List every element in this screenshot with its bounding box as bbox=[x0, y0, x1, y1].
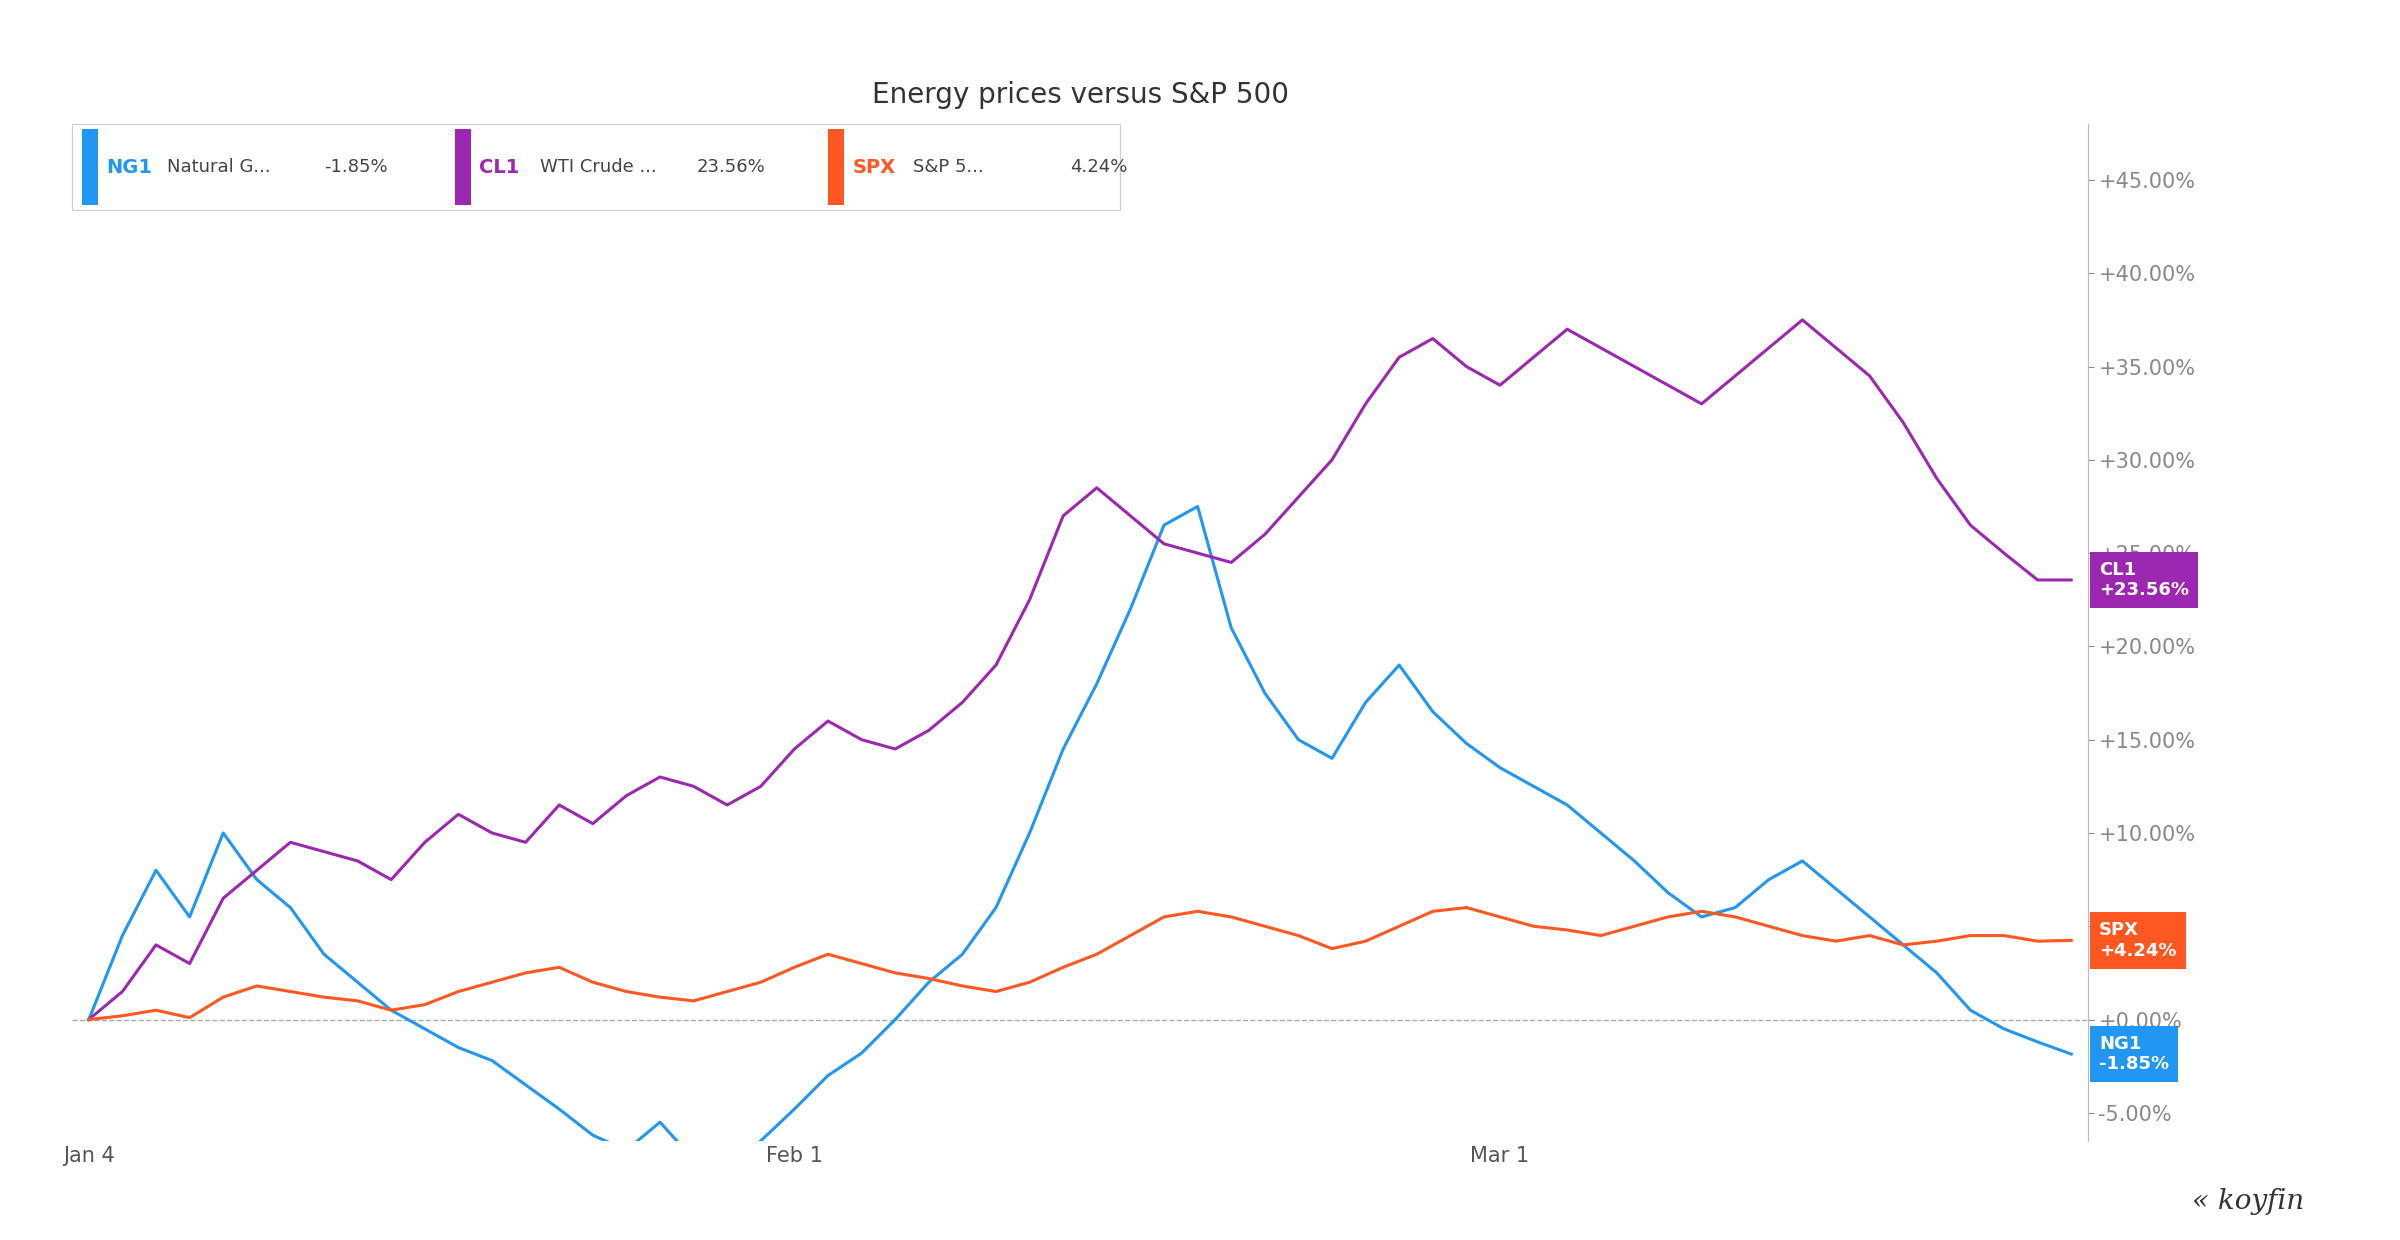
Text: 4.24%: 4.24% bbox=[1070, 159, 1128, 176]
Text: -1.85%: -1.85% bbox=[324, 159, 389, 176]
Text: Natural G...: Natural G... bbox=[166, 159, 271, 176]
Text: NG1: NG1 bbox=[106, 157, 151, 177]
Text: NG1
-1.85%: NG1 -1.85% bbox=[2100, 1034, 2170, 1074]
Text: CL1: CL1 bbox=[480, 157, 521, 177]
Text: S&P 5...: S&P 5... bbox=[912, 159, 984, 176]
Text: SPX
+4.24%: SPX +4.24% bbox=[2100, 921, 2177, 960]
Bar bbox=[82, 129, 98, 206]
Bar bbox=[72, 124, 1121, 211]
Text: 23.56%: 23.56% bbox=[696, 159, 766, 176]
Bar bbox=[828, 129, 845, 206]
Text: WTI Crude ...: WTI Crude ... bbox=[540, 159, 658, 176]
Text: SPX: SPX bbox=[852, 157, 895, 177]
Text: « koyfin: « koyfin bbox=[2191, 1188, 2304, 1215]
Text: CL1
+23.56%: CL1 +23.56% bbox=[2100, 560, 2189, 599]
Title: Energy prices versus S&P 500: Energy prices versus S&P 500 bbox=[871, 81, 1289, 109]
Bar bbox=[456, 129, 470, 206]
